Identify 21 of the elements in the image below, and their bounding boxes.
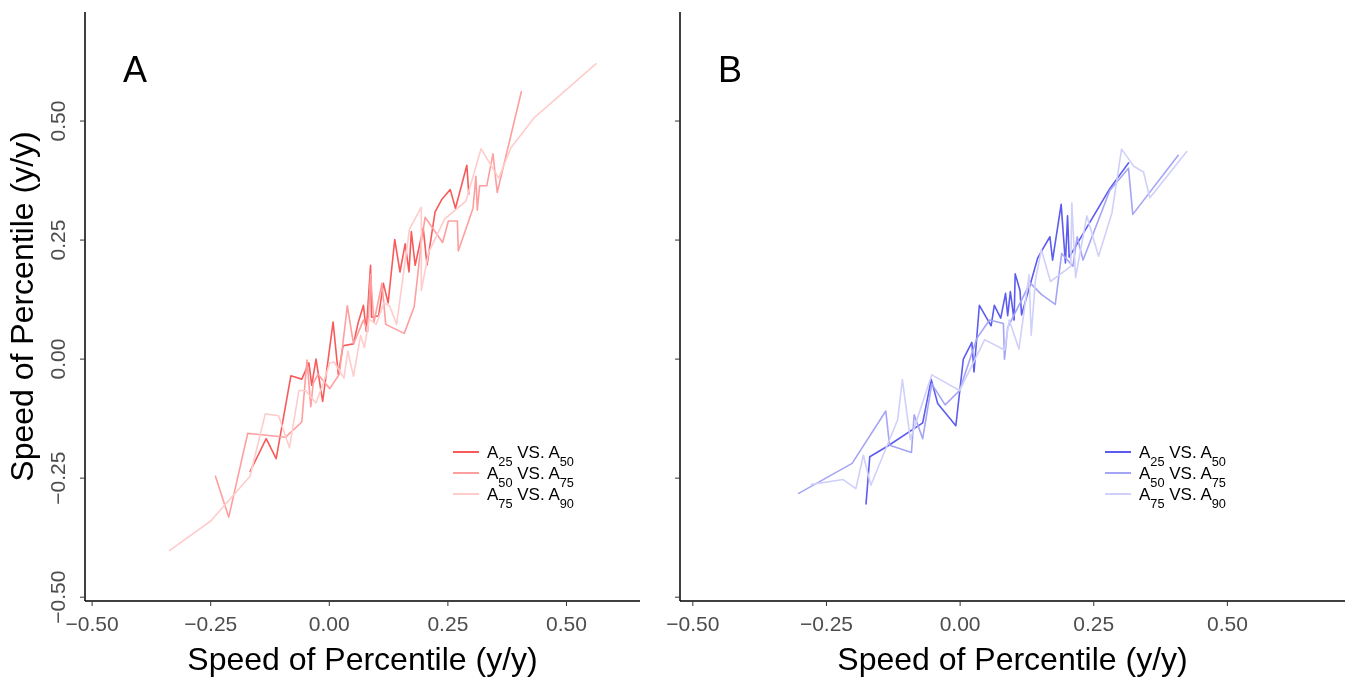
x-tick-label: 0.00 [939, 612, 981, 635]
x-tick-label: 0.50 [546, 612, 587, 635]
y-axis-title: Speed of Percentile (y/y) [4, 131, 40, 482]
annotation: A [123, 49, 148, 90]
line-series [168, 63, 597, 552]
y-tick-label: −0.25 [46, 451, 69, 505]
y-tick-label: 0.50 [46, 100, 69, 142]
x-tick-label: −0.25 [799, 612, 854, 635]
x-tick-label: −0.50 [666, 612, 720, 635]
x-tick-label: −0.50 [65, 612, 119, 635]
annotation: B [718, 49, 743, 90]
x-tick-label: 0.00 [308, 612, 350, 635]
x-axis-title: Speed of Percentile (y/y) [187, 641, 538, 677]
line-series [249, 164, 470, 473]
x-tick-label: −0.25 [184, 612, 238, 635]
x-tick-label: 0.25 [1073, 612, 1115, 635]
x-tick-label: 0.25 [427, 612, 469, 635]
y-tick-label: 0.25 [46, 219, 69, 261]
x-tick-label: 0.50 [1206, 612, 1248, 635]
x-axis-title: Speed of Percentile (y/y) [837, 641, 1188, 677]
y-tick-label: 0.00 [46, 338, 69, 380]
